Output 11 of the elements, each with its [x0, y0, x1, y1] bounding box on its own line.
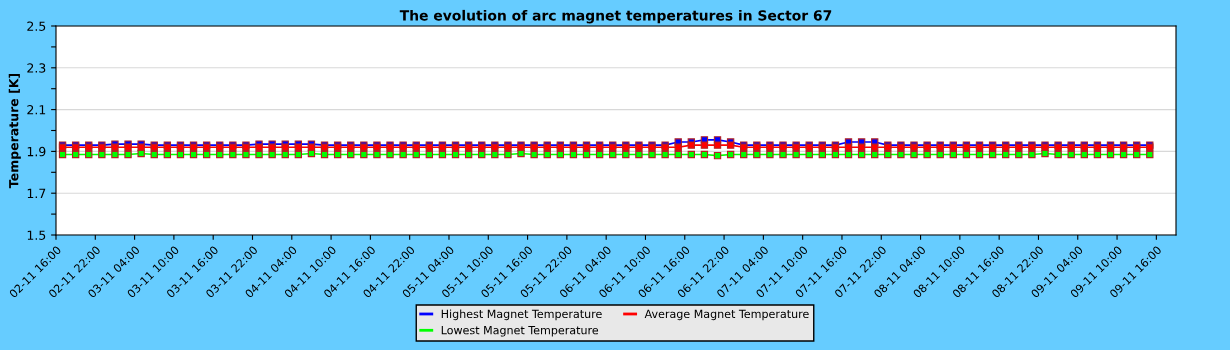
y-axis-title: Temperature [K] [8, 73, 21, 189]
y-tick-label: 1.9 [27, 146, 46, 157]
y-tick-label: 2.3 [27, 63, 46, 73]
legend-label: Highest Magnet Temperature [441, 309, 602, 321]
y-tick-label: 1.5 [27, 230, 46, 240]
legend-label: Average Magnet Temperature [644, 309, 809, 321]
legend-label: Lowest Magnet Temperature [441, 326, 599, 337]
y-tick-label: 2.5 [27, 21, 46, 31]
y-tick-label: 2.1 [27, 105, 46, 115]
y-tick-label: 1.7 [27, 188, 46, 198]
chart-title: The evolution of arc magnet temperatures in Sector 67 [399, 9, 832, 24]
